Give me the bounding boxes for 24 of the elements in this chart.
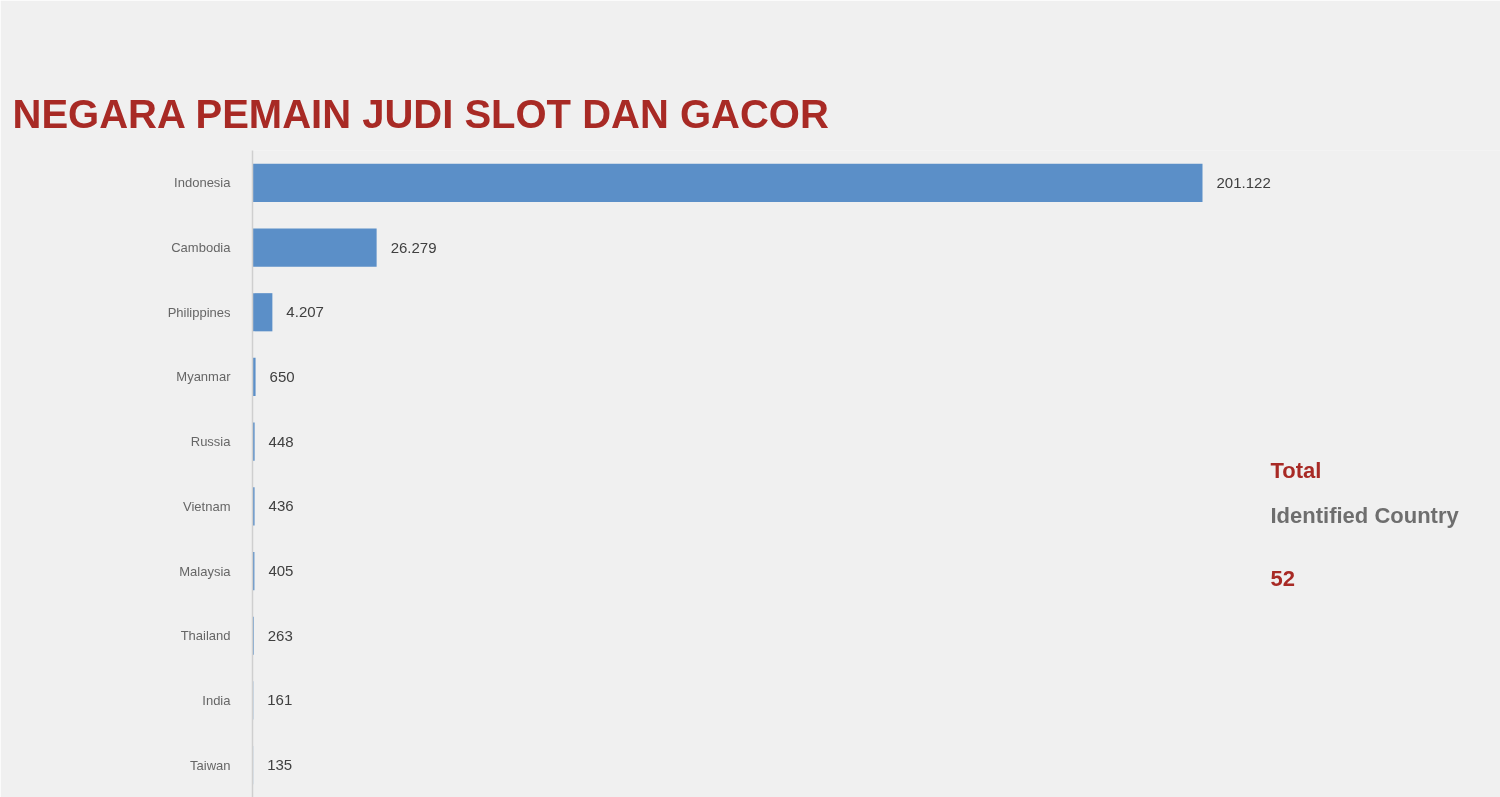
- data-label: 263: [267, 626, 293, 644]
- text: Total: [1270, 458, 1322, 483]
- text: 52: [1270, 566, 1295, 591]
- y-tick-label: India: [202, 692, 232, 708]
- y-tick-label: Malaysia: [179, 563, 232, 579]
- data-label: 448: [268, 432, 294, 450]
- y-tick-label: Cambodia: [171, 240, 232, 256]
- y-tick-label: Thailand: [180, 628, 231, 644]
- data-label: 4.207: [286, 303, 324, 321]
- data-label: 650: [269, 367, 295, 385]
- y-tick-label: Philippines: [167, 304, 231, 320]
- y-tick-label: Taiwan: [190, 757, 231, 773]
- data-label: 26.279: [390, 238, 437, 256]
- chart-title: NEGARA PEMAIN JUDI SLOT DAN GACOR: [12, 91, 829, 136]
- data-label: 436: [268, 497, 294, 515]
- text: Identified Country: [1270, 503, 1460, 528]
- y-tick-label: Myanmar: [176, 369, 232, 385]
- y-tick-label: Indonesia: [174, 175, 232, 191]
- data-label: 161: [267, 691, 293, 709]
- data-label: 405: [268, 562, 294, 580]
- data-label: 201.122: [1216, 173, 1271, 191]
- y-tick-label: Russia: [190, 434, 232, 450]
- y-tick-label: Vietnam: [183, 498, 231, 514]
- data-label: 135: [267, 756, 293, 774]
